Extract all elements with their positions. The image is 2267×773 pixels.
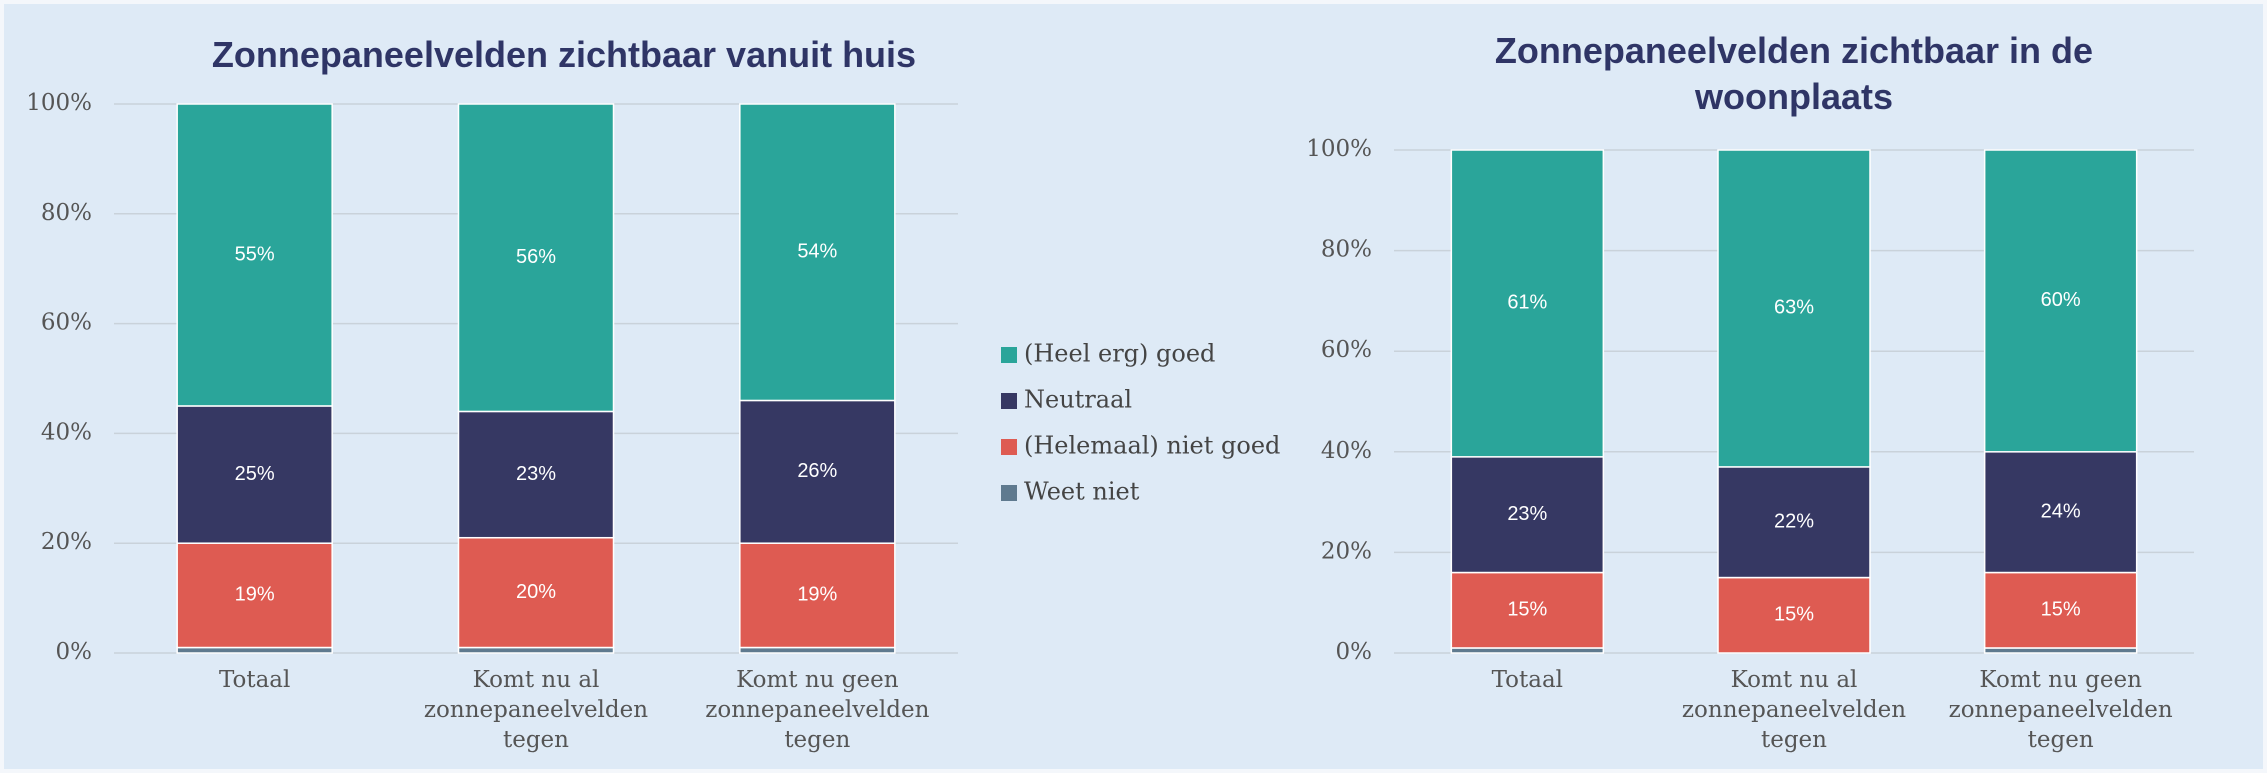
bar-segment [176, 405, 333, 544]
bar-segment [457, 103, 615, 413]
bar-segment [739, 103, 896, 402]
bar-segment [1450, 149, 1605, 458]
charts: 0% 20% 40% 60% 80% 100% 19% 25% 55% 20% 23% 56% 19% 2… [26, 90, 2194, 665]
bar-segment [739, 646, 896, 654]
bar-segment [1983, 571, 2138, 649]
value-label: 15% [1507, 599, 1547, 621]
legend-swatch [1001, 393, 1017, 409]
bar-segment [1450, 647, 1605, 654]
x-tick-label: Komt nu al zonnepaneelvelden tegen [423, 667, 649, 753]
x-tick-label: Komt nu geen zonnepaneelvelden tegen [1948, 667, 2173, 753]
legend-label: (Helemaal) niet goed [1024, 432, 1280, 460]
legend-swatch [1001, 347, 1017, 363]
value-label: 54% [797, 241, 837, 263]
value-label: 61% [1507, 292, 1547, 314]
value-label: 26% [797, 460, 837, 482]
value-label: 23% [516, 463, 556, 485]
y-tick-label: 60% [41, 310, 92, 336]
y-tick-label: 80% [41, 200, 92, 226]
y-tick-label: 100% [26, 90, 92, 116]
x-tick-label: Totaal [1491, 667, 1564, 693]
bar-segment [457, 646, 615, 654]
chart-title: Zonnepaneelvelden zichtbaar vanuit huis [211, 34, 917, 75]
y-tick-label: 0% [56, 639, 93, 665]
x-tick-label: Totaal [218, 667, 291, 693]
bar-segment [1450, 571, 1605, 649]
value-label: 23% [1507, 503, 1547, 525]
bar-segment [457, 536, 615, 649]
value-label: 20% [516, 581, 556, 603]
value-label: 19% [235, 584, 275, 606]
x-tick-label: Komt nu geen zonnepaneelvelden tegen [705, 667, 930, 753]
bar-segment [739, 399, 896, 544]
value-label: 19% [797, 584, 837, 606]
bar-segment [1717, 149, 1871, 468]
legend-label: Neutraal [1024, 386, 1132, 414]
value-label: 60% [2041, 289, 2081, 311]
bar-segment [176, 103, 333, 407]
legend-label: Weet niet [1024, 478, 1140, 506]
bar-segment [1450, 456, 1605, 574]
value-label: 24% [2041, 500, 2081, 522]
legend-label: (Heel erg) goed [1024, 340, 1215, 368]
bar-segment [176, 542, 333, 649]
value-label: 22% [1774, 511, 1814, 533]
bar-segment [1983, 647, 2138, 654]
bar-segment [1983, 149, 2138, 453]
y-tick-label: 20% [41, 529, 92, 555]
value-label: 25% [235, 463, 275, 485]
value-label: 15% [2041, 599, 2081, 621]
chart-title: Zonnepaneelvelden zichtbaar in de woonpl… [1494, 30, 2094, 117]
bar-segment [457, 410, 615, 539]
value-label: 56% [516, 246, 556, 268]
bar-segment [1717, 576, 1871, 654]
y-tick-label: 20% [1321, 538, 1372, 564]
bar-segment [1717, 466, 1871, 579]
value-label: 15% [1774, 604, 1814, 626]
y-tick-label: 0% [1336, 639, 1373, 665]
legend-swatch [1001, 485, 1017, 501]
x-tick-label: Komt nu al zonnepaneelvelden tegen [1681, 667, 1907, 753]
value-label: 63% [1774, 297, 1814, 319]
value-label: 55% [235, 243, 275, 265]
bar-segment [739, 542, 896, 649]
y-tick-label: 80% [1321, 237, 1372, 263]
y-tick-label: 60% [1321, 337, 1372, 363]
bar-segment [176, 646, 333, 654]
y-tick-label: 40% [1321, 438, 1372, 464]
bar-segment [1983, 451, 2138, 574]
legend-swatch [1001, 439, 1017, 455]
y-tick-label: 40% [41, 419, 92, 445]
y-tick-label: 100% [1306, 136, 1372, 162]
